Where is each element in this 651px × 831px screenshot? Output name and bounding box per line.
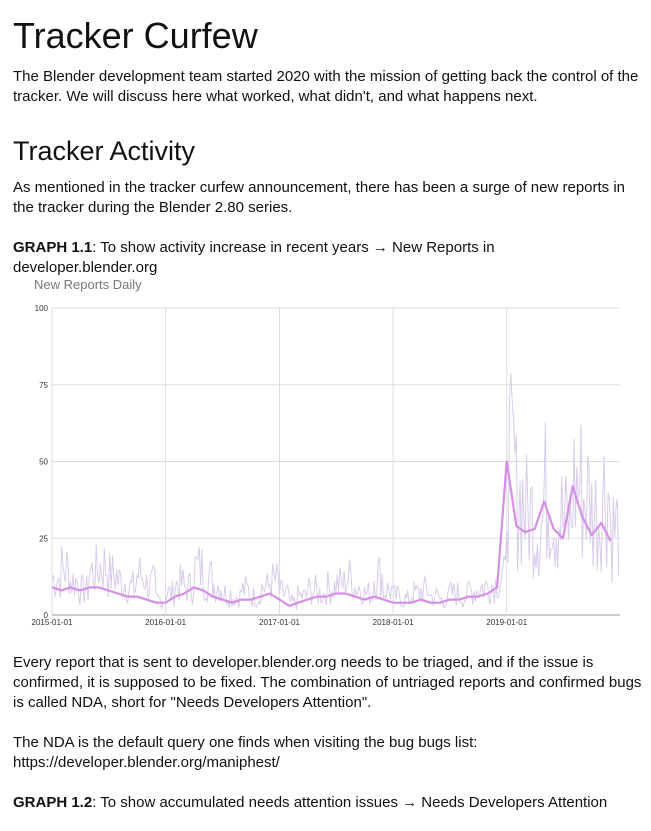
graph2-caption: GRAPH 1.2: To show accumulated needs att…: [13, 793, 643, 813]
graph1-caption-text: : To show activity increase in recent ye…: [13, 239, 495, 276]
triage-paragraph: Every report that is sent to developer.b…: [13, 654, 642, 711]
chart-svg: New Reports Daily 0 25 50 75 100 2015-01-01 20…: [32, 277, 620, 627]
intro-paragraph: The Blender development team started 202…: [13, 68, 639, 105]
x-tick-label: 2017-01-01: [259, 618, 300, 627]
x-tick-label: 2019-01-01: [486, 618, 527, 627]
y-tick-label: 100: [35, 304, 49, 313]
raw-series-line: [51, 372, 620, 610]
graph2-caption-text: : To show accumulated needs attention is…: [92, 794, 608, 811]
nda-paragraph: The NDA is the default query one finds w…: [13, 733, 643, 773]
tick-layer: 0 25 50 75 100 2015-01-01 2016-01-01 2017-01-01…: [32, 304, 528, 627]
smoothed-series-line: [51, 460, 612, 607]
chart-title: New Reports Daily: [34, 277, 142, 292]
grid-layer: [51, 307, 620, 616]
y-tick-label: 0: [44, 611, 49, 620]
y-tick-label: 50: [39, 458, 48, 467]
page-title: Tracker Curfew: [13, 15, 258, 56]
maniphest-link[interactable]: https://developer.blender.org/maniphest/: [13, 754, 280, 771]
graph1-caption: GRAPH 1.1: To show activity increase in …: [13, 238, 643, 278]
x-tick-label: 2018-01-01: [373, 618, 414, 627]
graph1-label: GRAPH 1.1: [13, 239, 93, 256]
y-tick-label: 75: [39, 381, 48, 390]
section-intro-paragraph: As mentioned in the tracker curfew annou…: [13, 179, 626, 216]
nda-text: The NDA is the default query one finds w…: [13, 734, 478, 751]
section-title: Tracker Activity: [13, 136, 196, 166]
x-tick-label: 2015-01-01: [32, 618, 73, 627]
y-tick-label: 25: [39, 534, 48, 543]
graph2-label: GRAPH 1.2: [13, 794, 93, 811]
new-reports-chart: New Reports Daily 0 25 50 75 100 2015-01-01 20…: [13, 270, 643, 640]
x-tick-label: 2016-01-01: [145, 618, 186, 627]
